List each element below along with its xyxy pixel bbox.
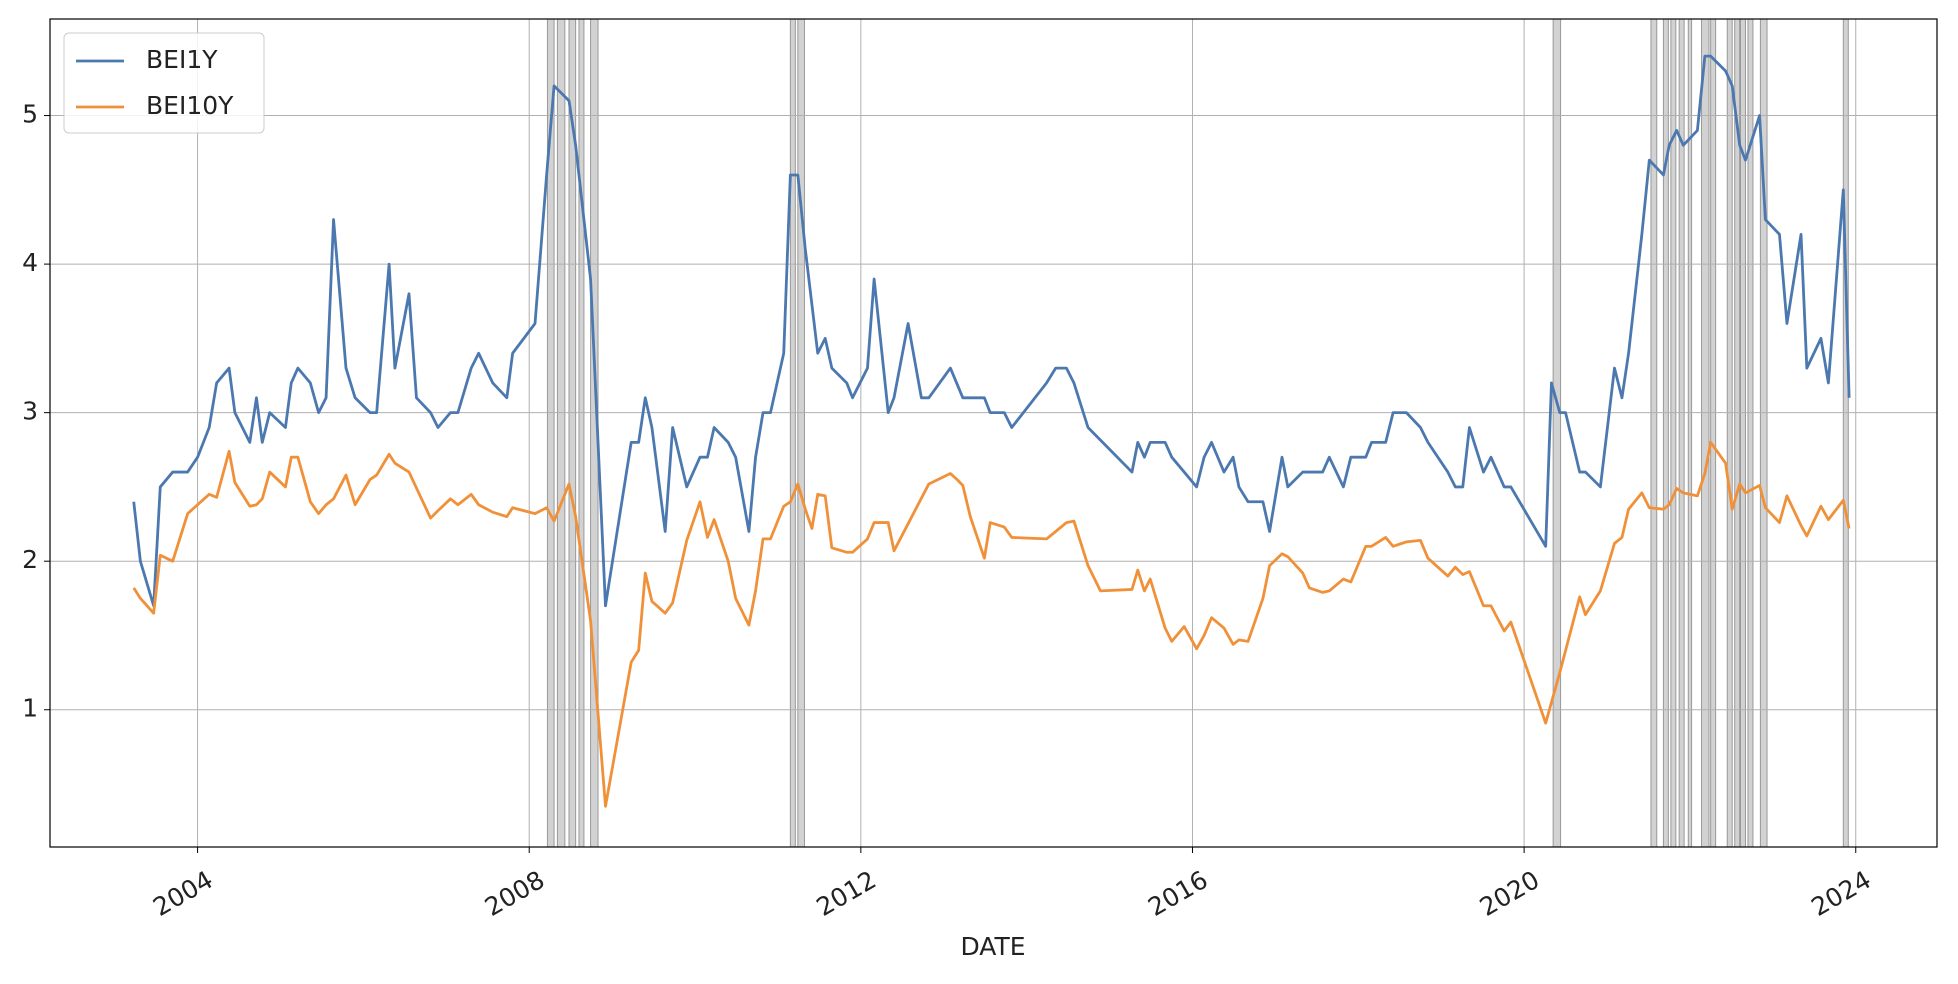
- legend-label: BEI1Y: [146, 45, 218, 74]
- shaded-span: [1662, 18, 1669, 848]
- shaded-span: [556, 18, 566, 848]
- legend: BEI1Y BEI10Y: [63, 32, 265, 134]
- shaded-span: [1842, 18, 1849, 848]
- plot-frame: [49, 18, 1938, 848]
- series-line: [132, 54, 1851, 608]
- y-tick-label: 1: [22, 694, 38, 723]
- legend-label: BEI10Y: [146, 91, 234, 120]
- x-tick-label: 2020: [1475, 865, 1545, 922]
- x-tick-label: 2016: [1143, 865, 1213, 922]
- series-line: [132, 440, 1851, 808]
- x-tick-label: 2024: [1806, 865, 1876, 922]
- y-tick-label: 3: [22, 397, 38, 426]
- shaded-span: [578, 18, 585, 848]
- shaded-span: [1710, 18, 1717, 848]
- shaded-span: [1687, 18, 1693, 848]
- shaded-span: [1552, 18, 1562, 848]
- shaded-span: [1701, 18, 1710, 848]
- shaded-span: [1740, 18, 1746, 848]
- y-tick-label: 5: [22, 100, 38, 129]
- x-tick-label: 2008: [480, 865, 550, 922]
- shaded-span: [789, 18, 796, 848]
- y-tick-label: 4: [22, 248, 38, 277]
- y-tick-label: 2: [22, 545, 38, 574]
- shaded-span: [1726, 18, 1733, 848]
- shaded-span: [1650, 18, 1658, 848]
- shaded-span: [797, 18, 805, 848]
- x-tick-label: 2012: [811, 865, 881, 922]
- x-tick-label: 2004: [148, 865, 218, 922]
- x-axis-label: DATE: [960, 932, 1025, 961]
